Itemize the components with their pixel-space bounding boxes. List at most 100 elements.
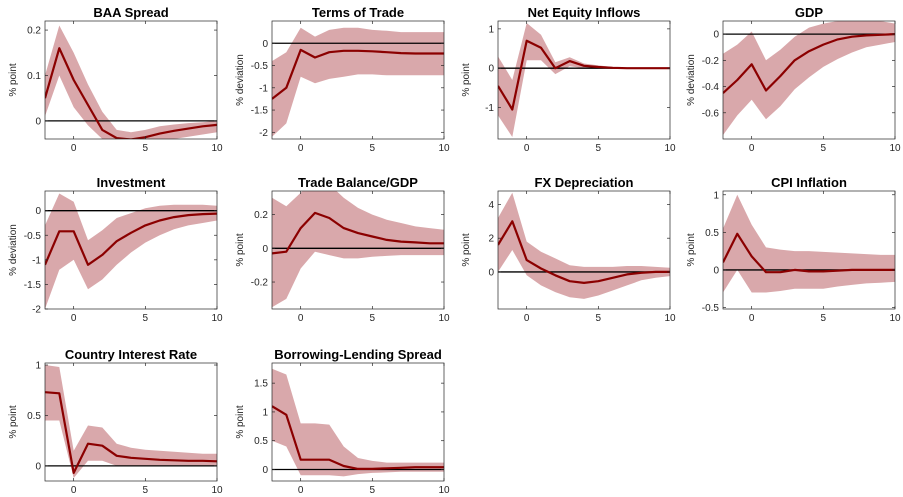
- y-tick-label: 1: [35, 361, 41, 372]
- x-tick-label: 0: [298, 485, 304, 496]
- y-tick-label: 1.5: [254, 379, 268, 390]
- y-tick-label: 0.2: [254, 210, 268, 221]
- y-tick-label: -0.5: [24, 231, 42, 242]
- panel-title: Net Equity Inflows: [528, 5, 641, 20]
- y-axis-label: % point: [461, 63, 472, 97]
- y-axis-label: % point: [8, 405, 19, 439]
- y-axis-label: % point: [686, 233, 697, 267]
- confidence-band: [45, 365, 217, 478]
- y-tick-label: 4: [488, 200, 494, 211]
- x-tick-label: 5: [143, 143, 149, 154]
- y-tick-label: -2: [32, 305, 41, 316]
- confidence-band: [723, 21, 895, 136]
- panel-title: GDP: [795, 5, 824, 20]
- panel-title: CPI Inflation: [771, 175, 847, 190]
- median-response-line: [45, 47, 217, 139]
- panel-baa-spread: 0 5 10 0 0.1 0.2 BAA Spread % point: [8, 5, 223, 154]
- y-tick-label: 0.5: [705, 228, 719, 239]
- axes-box: [722, 190, 896, 310]
- y-tick-label: 0.5: [27, 411, 41, 422]
- axes-box: [44, 362, 218, 482]
- x-tick-label: 10: [211, 313, 223, 324]
- y-tick-label: -0.6: [702, 108, 720, 119]
- y-tick-label: -0.2: [702, 56, 720, 67]
- x-tick-label: 5: [143, 485, 149, 496]
- median-response-line: [272, 405, 444, 470]
- x-tick-label: 0: [71, 143, 77, 154]
- x-tick-label: 0: [71, 485, 77, 496]
- median-response-line: [723, 33, 895, 94]
- confidence-band: [272, 191, 444, 308]
- y-axis-label: % deviation: [8, 224, 19, 276]
- x-tick-label: 10: [438, 313, 450, 324]
- panel-terms-of-trade: 0 5 10 -2 -1.5 -1 -0.5 0 Terms of Trade % deviati…: [235, 5, 450, 154]
- panel-fx-depreciation: 0 5 10 0 2 4 FX Depreciation % point: [461, 175, 676, 324]
- confidence-band: [272, 27, 444, 137]
- confidence-band: [498, 23, 670, 137]
- median-response-line: [498, 220, 670, 284]
- x-tick-label: 10: [664, 143, 676, 154]
- y-tick-label: 1: [713, 190, 719, 201]
- x-tick-label: 0: [298, 143, 304, 154]
- axes-box: [44, 20, 218, 140]
- y-tick-label: 0: [35, 461, 41, 472]
- y-axis-label: % point: [235, 233, 246, 267]
- x-tick-label: 5: [596, 313, 602, 324]
- x-tick-label: 10: [211, 485, 223, 496]
- y-tick-label: -1: [32, 255, 41, 266]
- x-tick-label: 5: [143, 313, 149, 324]
- panel-borrowing-lending-spread: 0 5 10 0 0.5 1 1.5 Borrowing-Lending Spread % po…: [235, 347, 450, 496]
- x-tick-label: 10: [438, 485, 450, 496]
- y-axis-label: % point: [235, 405, 246, 439]
- x-tick-label: 0: [524, 313, 530, 324]
- panel-title: FX Depreciation: [535, 175, 634, 190]
- y-tick-label: 0: [35, 206, 41, 217]
- y-tick-label: -1.5: [24, 280, 42, 291]
- median-response-line: [498, 39, 670, 111]
- axes-box: [271, 20, 445, 140]
- panel-title: Investment: [97, 175, 166, 190]
- panel-title: Terms of Trade: [312, 5, 404, 20]
- y-tick-label: 0: [488, 267, 494, 278]
- y-tick-label: 1: [488, 24, 494, 35]
- y-tick-label: 0.1: [27, 71, 41, 82]
- panel-trade-balance-gdp: 0 5 10 -0.2 0 0.2 Trade Balance/GDP % point: [235, 175, 450, 324]
- x-tick-label: 5: [370, 313, 376, 324]
- y-axis-label: % deviation: [686, 54, 697, 106]
- panel-title: Country Interest Rate: [65, 347, 197, 362]
- median-response-line: [272, 211, 444, 255]
- y-tick-label: 0: [262, 244, 268, 255]
- panel-country-interest-rate: 0 5 10 0 0.5 1 Country Interest Rate % point: [8, 347, 223, 496]
- x-tick-label: 10: [211, 143, 223, 154]
- y-axis-label: % deviation: [235, 54, 246, 106]
- x-tick-label: 10: [889, 313, 901, 324]
- y-tick-label: -0.5: [702, 303, 720, 314]
- panel-investment: 0 5 10 -2 -1.5 -1 -0.5 0 Investment % deviation: [8, 175, 223, 324]
- y-tick-label: 0: [262, 39, 268, 50]
- y-tick-label: -1.5: [251, 106, 269, 117]
- axes-box: [271, 190, 445, 310]
- axes-box: [497, 20, 671, 140]
- y-tick-label: -0.5: [251, 61, 269, 72]
- x-tick-label: 5: [821, 143, 827, 154]
- confidence-band: [45, 193, 217, 309]
- axes-box: [497, 190, 671, 310]
- x-tick-label: 0: [749, 143, 755, 154]
- confidence-band: [272, 368, 444, 477]
- x-tick-label: 10: [664, 313, 676, 324]
- y-tick-label: 0: [713, 265, 719, 276]
- y-tick-label: 0: [488, 64, 494, 75]
- y-tick-label: -1: [259, 83, 268, 94]
- y-tick-label: 1: [262, 407, 268, 418]
- confidence-band: [723, 194, 895, 293]
- y-tick-label: 0: [713, 30, 719, 41]
- axes-box: [271, 362, 445, 482]
- y-tick-label: -0.2: [251, 278, 269, 289]
- axes-box: [722, 20, 896, 140]
- y-tick-label: -2: [259, 128, 268, 139]
- x-tick-label: 5: [370, 485, 376, 496]
- y-tick-label: 0.5: [254, 436, 268, 447]
- y-tick-label: -1: [485, 103, 494, 114]
- panel-cpi-inflation: 0 5 10 -0.5 0 0.5 1 CPI Inflation % point: [686, 175, 901, 324]
